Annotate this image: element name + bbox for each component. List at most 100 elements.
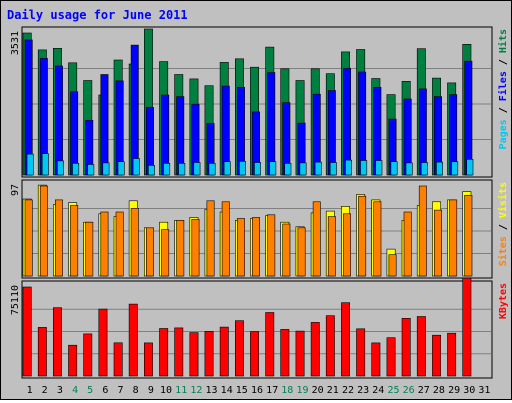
x-tick-label-day-9: 9 bbox=[148, 385, 154, 396]
bar-kbytes-day-10 bbox=[159, 328, 169, 377]
bar-kbytes-day-3 bbox=[52, 307, 62, 377]
bar-sites-day-18 bbox=[282, 223, 291, 277]
bar-kbytes-day-4 bbox=[68, 344, 78, 377]
bar-kbytes-day-26 bbox=[401, 317, 411, 377]
bar-sites-day-19 bbox=[297, 227, 306, 277]
bar-kbytes-day-19 bbox=[295, 330, 305, 377]
legend-entry: / bbox=[498, 101, 509, 119]
bar-kbytes-day-12 bbox=[189, 332, 199, 377]
bar-sites-day-28 bbox=[434, 209, 442, 277]
bar-pages-day-25 bbox=[390, 161, 398, 176]
legend-entry: KBytes bbox=[498, 283, 509, 319]
panel-sites-visits-max-label: 97 bbox=[10, 184, 21, 196]
bar-sites-day-26 bbox=[403, 211, 412, 277]
x-tick-label-day-24: 24 bbox=[372, 385, 384, 396]
x-tick-label-day-25: 25 bbox=[387, 385, 399, 396]
bar-sites-day-25 bbox=[388, 254, 397, 277]
x-tick-label-day-30: 30 bbox=[463, 385, 475, 396]
bar-pages-day-27 bbox=[420, 162, 428, 176]
x-tick-label-day-8: 8 bbox=[133, 385, 139, 396]
bar-files-day-4 bbox=[70, 91, 79, 176]
bar-pages-day-3 bbox=[56, 160, 64, 176]
bar-kbytes-day-29 bbox=[447, 332, 457, 377]
bar-files-day-9 bbox=[146, 107, 154, 176]
bar-sites-day-17 bbox=[267, 214, 276, 277]
x-tick-label-day-31: 31 bbox=[478, 385, 490, 396]
legend-entry: Files bbox=[497, 71, 509, 101]
panel-sites-visits-legend: Sites / Visits bbox=[497, 182, 509, 266]
bar-sites-day-23 bbox=[358, 195, 367, 277]
bar-sites-day-14 bbox=[221, 201, 230, 277]
bar-pages-day-28 bbox=[436, 161, 443, 176]
x-tick-label-day-13: 13 bbox=[205, 385, 217, 396]
panel-pages-files-hits-max-label: 3531 bbox=[10, 31, 21, 55]
bar-files-day-8 bbox=[130, 44, 139, 176]
bar-pages-day-18 bbox=[284, 163, 292, 176]
x-tick-label-day-21: 21 bbox=[327, 385, 339, 396]
x-tick-label-day-6: 6 bbox=[102, 385, 108, 396]
bar-kbytes-day-9 bbox=[144, 342, 153, 377]
bar-sites-day-12 bbox=[191, 219, 200, 277]
bar-pages-day-5 bbox=[87, 164, 95, 176]
bar-files-day-6 bbox=[100, 74, 109, 176]
x-tick-label-day-17: 17 bbox=[266, 385, 278, 396]
bar-pages-day-19 bbox=[299, 162, 307, 176]
bar-pages-day-14 bbox=[223, 161, 231, 176]
x-tick-label-day-2: 2 bbox=[42, 385, 48, 396]
panel-kbytes-max-label: 75110 bbox=[10, 285, 21, 315]
bar-files-day-30 bbox=[464, 60, 473, 176]
x-tick-label-day-28: 28 bbox=[433, 385, 445, 396]
bar-files-day-7 bbox=[115, 80, 124, 176]
bar-pages-day-23 bbox=[360, 160, 368, 176]
x-tick-label-day-20: 20 bbox=[312, 385, 324, 396]
bar-kbytes-day-14 bbox=[219, 326, 229, 377]
bar-pages-day-7 bbox=[117, 161, 125, 176]
x-tick-label-day-15: 15 bbox=[236, 385, 248, 396]
bar-kbytes-day-18 bbox=[280, 329, 290, 377]
bar-files-day-22 bbox=[343, 68, 351, 176]
x-tick-label-day-26: 26 bbox=[403, 385, 415, 396]
bar-sites-day-22 bbox=[343, 213, 351, 277]
bar-kbytes-day-8 bbox=[128, 303, 138, 377]
bar-pages-day-11 bbox=[178, 163, 186, 176]
bar-kbytes-day-13 bbox=[204, 330, 214, 377]
legend-entry: Sites bbox=[497, 236, 509, 266]
panel-pages-files-hits-legend: Pages / Files / Hits bbox=[497, 29, 509, 149]
bar-sites-day-10 bbox=[161, 229, 170, 277]
bar-pages-day-15 bbox=[239, 161, 246, 176]
x-tick-label-day-22: 22 bbox=[342, 385, 354, 396]
bar-kbytes-day-1 bbox=[22, 286, 32, 377]
bar-kbytes-day-15 bbox=[235, 320, 244, 377]
bar-kbytes-day-28 bbox=[432, 334, 441, 377]
x-tick-label-day-19: 19 bbox=[296, 385, 308, 396]
legend-entry: / bbox=[498, 218, 509, 236]
bar-pages-day-17 bbox=[269, 161, 277, 176]
bar-kbytes-day-25 bbox=[386, 337, 396, 377]
bar-pages-day-10 bbox=[163, 163, 171, 176]
bar-pages-day-20 bbox=[314, 161, 322, 176]
bar-sites-day-11 bbox=[176, 220, 185, 277]
x-tick-label-day-10: 10 bbox=[160, 385, 172, 396]
bar-kbytes-day-2 bbox=[37, 327, 47, 377]
legend-entry: Hits bbox=[497, 29, 509, 53]
bar-kbytes-day-23 bbox=[356, 328, 366, 377]
bar-pages-day-29 bbox=[451, 161, 459, 176]
bar-kbytes-day-6 bbox=[98, 308, 108, 377]
bar-kbytes-day-27 bbox=[416, 316, 426, 377]
bar-sites-day-2 bbox=[39, 185, 48, 277]
bar-sites-day-3 bbox=[54, 199, 63, 277]
bar-files-day-27 bbox=[418, 88, 427, 176]
x-tick-label-day-11: 11 bbox=[175, 385, 187, 396]
bar-sites-day-29 bbox=[449, 199, 458, 277]
bar-pages-day-30 bbox=[466, 159, 474, 176]
bar-pages-day-9 bbox=[148, 165, 155, 176]
x-tick-label-day-18: 18 bbox=[281, 385, 293, 396]
bar-kbytes-day-20 bbox=[310, 322, 320, 377]
panel-kbytes-legend: KBytes bbox=[498, 283, 509, 319]
bar-kbytes-day-22 bbox=[341, 302, 350, 377]
bar-pages-day-8 bbox=[132, 158, 140, 176]
bar-sites-day-21 bbox=[327, 216, 336, 277]
bar-kbytes-day-7 bbox=[113, 342, 123, 377]
bar-sites-day-24 bbox=[373, 201, 382, 277]
